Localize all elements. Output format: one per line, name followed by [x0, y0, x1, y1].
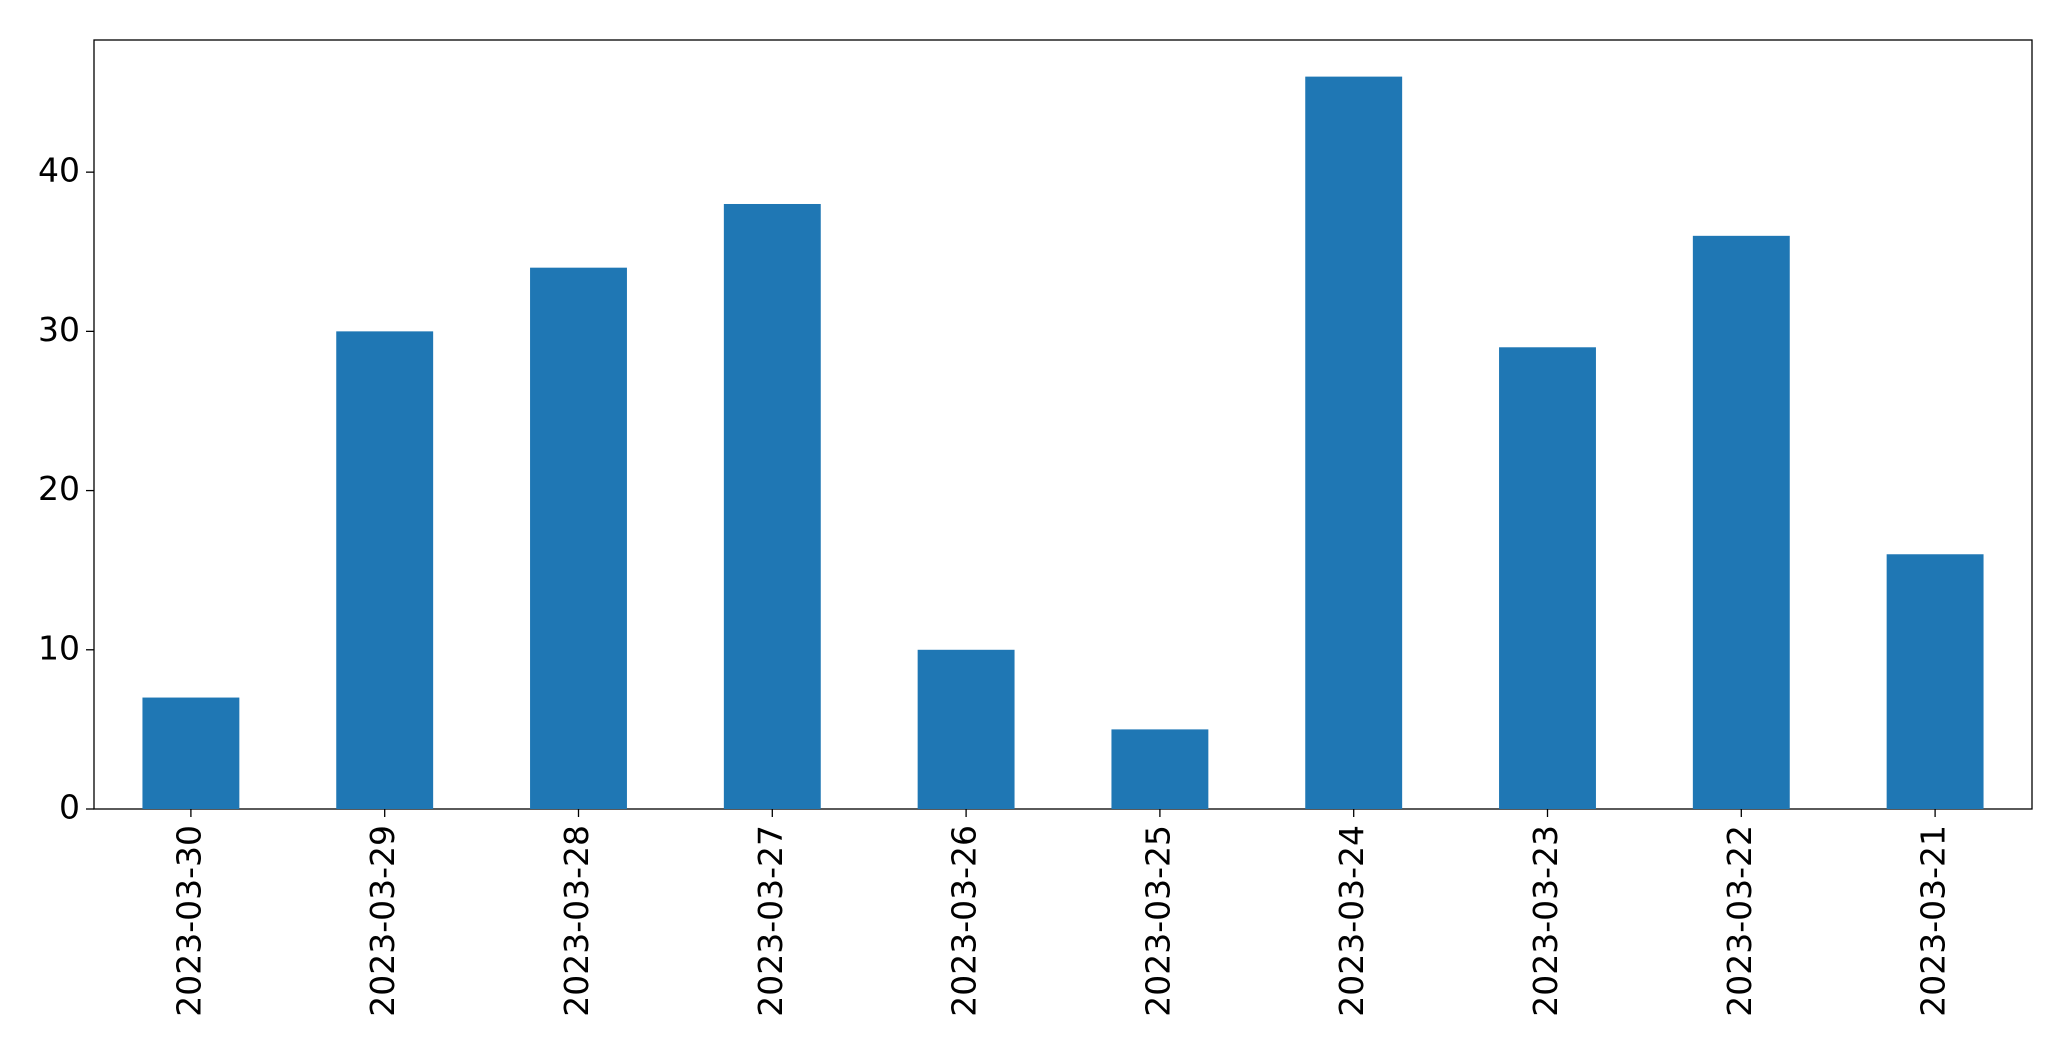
- bar: [1111, 729, 1209, 809]
- bar: [1692, 235, 1790, 810]
- bar: [336, 331, 434, 809]
- x-tick-label: 2023-03-23: [1526, 825, 1565, 1017]
- x-tick-label: 2023-03-29: [363, 825, 402, 1017]
- y-tick-label: 10: [38, 628, 80, 667]
- bar: [1305, 76, 1403, 810]
- x-tick-label: 2023-03-26: [945, 825, 984, 1017]
- bar: [917, 649, 1015, 809]
- y-tick-label: 40: [38, 151, 80, 190]
- x-tick-label: 2023-03-21: [1914, 825, 1953, 1017]
- x-tick-label: 2023-03-25: [1138, 825, 1177, 1017]
- bar: [723, 203, 821, 810]
- y-tick-label: 30: [38, 310, 80, 349]
- x-tick-label: 2023-03-30: [169, 825, 208, 1017]
- bar: [142, 697, 240, 809]
- x-tick-label: 2023-03-22: [1720, 825, 1759, 1017]
- x-tick-label: 2023-03-28: [557, 825, 596, 1017]
- x-tick-label: 2023-03-24: [1332, 825, 1371, 1017]
- bar: [530, 267, 627, 810]
- y-tick-label: 0: [59, 788, 80, 827]
- plot-frame: [93, 39, 2033, 810]
- bar: [1499, 347, 1596, 809]
- x-tick-label: 2023-03-27: [751, 825, 790, 1017]
- y-tick-label: 20: [38, 469, 80, 508]
- bar: [1886, 554, 1984, 809]
